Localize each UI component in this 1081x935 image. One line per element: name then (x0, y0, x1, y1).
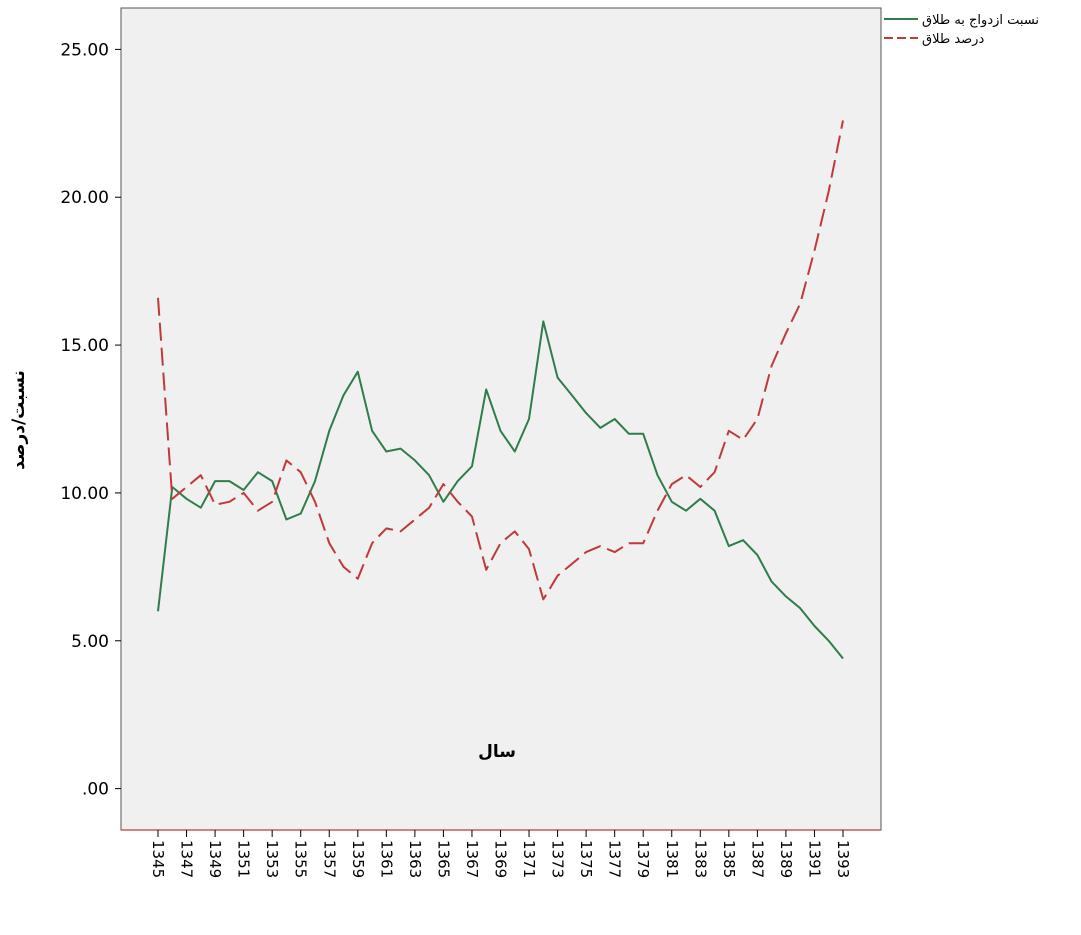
x-tick-label: 1387 (748, 840, 766, 878)
x-tick-label: 1359 (349, 840, 367, 878)
legend-label-1: نسبت ازدواج به طلاق (922, 13, 1039, 28)
y-tick-label: 5.00 (71, 632, 109, 652)
x-tick-label: 1345 (149, 840, 167, 878)
y-axis-title: نسبت/درصد (9, 370, 29, 470)
y-tick-label: 10.00 (60, 484, 109, 504)
y-tick-label: 20.00 (60, 188, 109, 208)
x-tick-label: 1357 (320, 840, 338, 878)
x-tick-label: 1363 (406, 840, 424, 878)
y-tick-label: .00 (82, 780, 109, 800)
x-axis: 1345 1347 1349 1351 1353 1355 1357 1359 1361 1363… (149, 830, 852, 878)
y-axis: .00 5.00 10.00 15.00 20.00 25.00 (60, 40, 121, 800)
x-tick-label: 1353 (263, 840, 281, 878)
x-tick-label: 1369 (492, 840, 510, 878)
x-tick-label: 1379 (634, 840, 652, 878)
plot-area (120, 7, 882, 831)
x-tick-label: 1381 (663, 840, 681, 878)
x-axis-title: سال (478, 742, 516, 762)
x-tick-label: 1371 (520, 840, 538, 878)
x-tick-label: 1393 (834, 840, 852, 878)
x-tick-label: 1373 (549, 840, 567, 878)
legend: نسبت ازدواج به طلاق درصد طلاق (884, 13, 1039, 47)
x-tick-label: 1375 (577, 840, 595, 878)
x-tick-label: 1391 (805, 840, 823, 878)
x-tick-label: 1349 (206, 840, 224, 878)
x-tick-label: 1367 (463, 840, 481, 878)
series-line-1 (157, 320, 844, 660)
series-layer (157, 120, 844, 660)
y-tick-label: 25.00 (60, 40, 109, 60)
x-tick-label: 1385 (720, 840, 738, 878)
x-tick-label: 1355 (292, 840, 310, 878)
x-tick-label: 1361 (377, 840, 395, 878)
x-tick-label: 1389 (777, 840, 795, 878)
y-tick-label: 15.00 (60, 336, 109, 356)
x-tick-label: 1347 (178, 840, 196, 878)
x-tick-label: 1377 (606, 840, 624, 878)
x-tick-label: 1383 (691, 840, 709, 878)
x-tick-label: 1351 (235, 840, 253, 878)
series-line-2 (157, 120, 844, 601)
x-tick-label: 1365 (434, 840, 452, 878)
legend-label-2: درصد طلاق (922, 32, 984, 47)
